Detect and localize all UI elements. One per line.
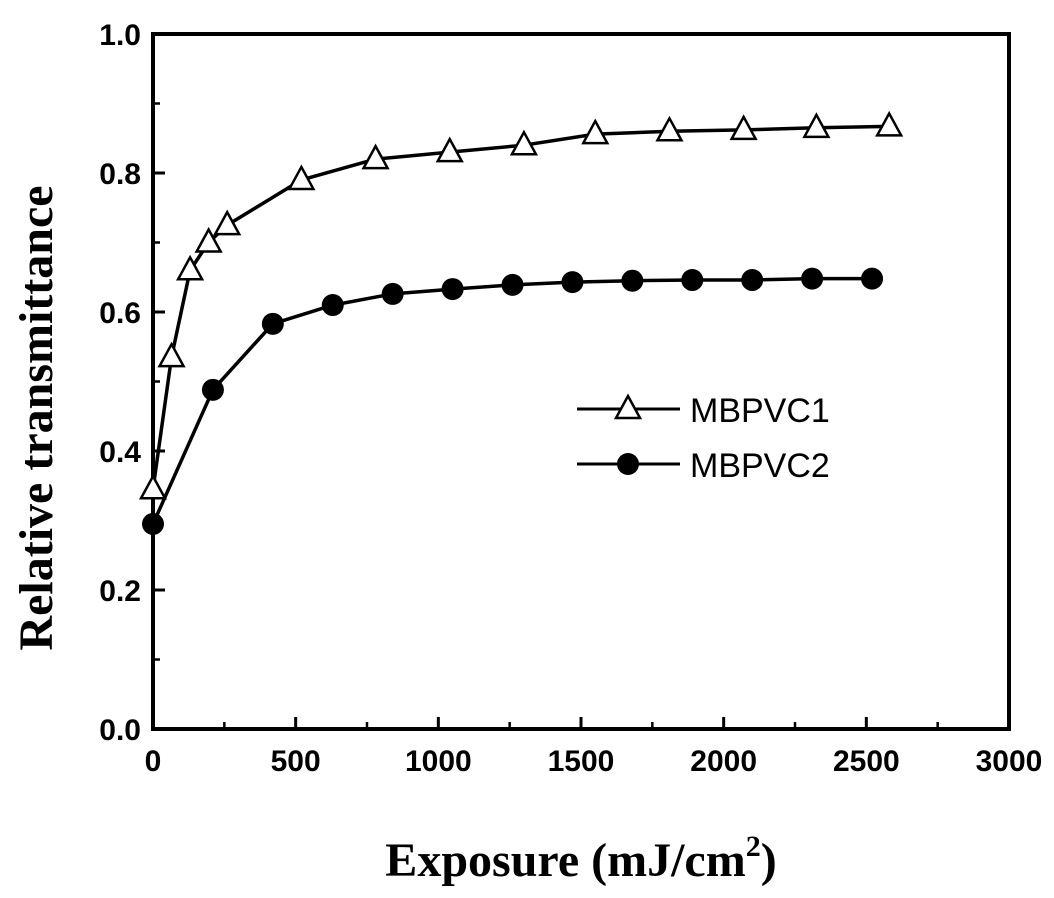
data-point-circle <box>741 269 764 292</box>
data-point-circle <box>801 267 824 290</box>
data-point-circle <box>501 273 524 296</box>
y-axis-title: Relative transmittance <box>10 185 63 650</box>
y-tick-label: 0.6 <box>99 297 141 330</box>
data-point-triangle <box>361 143 390 170</box>
data-point-triangle <box>157 341 186 368</box>
tick-labels: 0 500 1000 1500 2000 2500 3000 0.0 0.2 0.4 0.6 0.8 1… <box>99 19 1042 778</box>
legend-item-mbpvc1: MBPVC1 <box>577 392 830 430</box>
data-point-triangle <box>175 254 205 281</box>
x-tick-label: 0 <box>145 745 162 778</box>
series-mbpvc2 <box>142 267 884 535</box>
data-point-circle <box>261 312 284 335</box>
data-point-triangle <box>875 110 904 137</box>
series-mbpvc1 <box>138 110 904 500</box>
data-point-triangle <box>802 112 831 139</box>
legend-circle-marker <box>617 453 639 475</box>
x-tick-label: 2000 <box>690 745 757 778</box>
data-point-circle <box>561 271 584 294</box>
data-point-triangle <box>138 473 168 500</box>
legend-label-mbpvc1: MBPVC1 <box>690 392 830 430</box>
data-point-triangle <box>287 164 316 191</box>
x-axis-title: Exposure (mJ/cm2) <box>385 830 776 887</box>
axis-ticks <box>151 32 1011 731</box>
legend: MBPVC1 MBPVC2 <box>577 392 830 485</box>
legend-label-mbpvc2: MBPVC2 <box>690 447 830 485</box>
x-tick-label: 1000 <box>405 745 472 778</box>
data-point-triangle <box>194 226 223 253</box>
data-point-triangle <box>435 136 464 163</box>
data-point-circle <box>321 294 344 317</box>
data-point-circle <box>621 269 644 292</box>
x-tick-label: 3000 <box>976 745 1043 778</box>
data-point-triangle <box>581 118 610 145</box>
x-tick-label: 1500 <box>548 745 615 778</box>
series-line <box>151 124 890 490</box>
legend-item-mbpvc2: MBPVC2 <box>577 447 830 485</box>
data-point-triangle <box>213 209 242 236</box>
data-point-circle <box>681 269 704 292</box>
x-axis-title-main: Exposure (mJ/cm <box>385 834 745 887</box>
x-tick-label: 500 <box>271 745 321 778</box>
x-tick-label: 2500 <box>833 745 900 778</box>
data-point-circle <box>861 267 884 290</box>
data-point-circle <box>441 278 464 301</box>
y-tick-label: 0.4 <box>99 436 141 469</box>
y-tick-label: 0.0 <box>99 714 141 747</box>
plot-frame <box>151 32 1011 731</box>
x-axis-title-superscript: 2 <box>746 830 761 863</box>
data-point-circle <box>142 512 164 535</box>
y-tick-label: 0.8 <box>99 158 141 191</box>
data-point-triangle <box>655 115 684 142</box>
series-layer <box>138 110 904 535</box>
y-tick-label: 1.0 <box>99 19 141 52</box>
y-tick-label: 0.2 <box>99 575 141 608</box>
data-point-triangle <box>509 129 539 156</box>
data-point-triangle <box>729 114 758 141</box>
data-point-circle <box>381 282 404 305</box>
x-axis-title-close: ) <box>761 834 777 887</box>
legend-triangle-marker <box>613 393 643 420</box>
data-point-circle <box>201 378 224 401</box>
